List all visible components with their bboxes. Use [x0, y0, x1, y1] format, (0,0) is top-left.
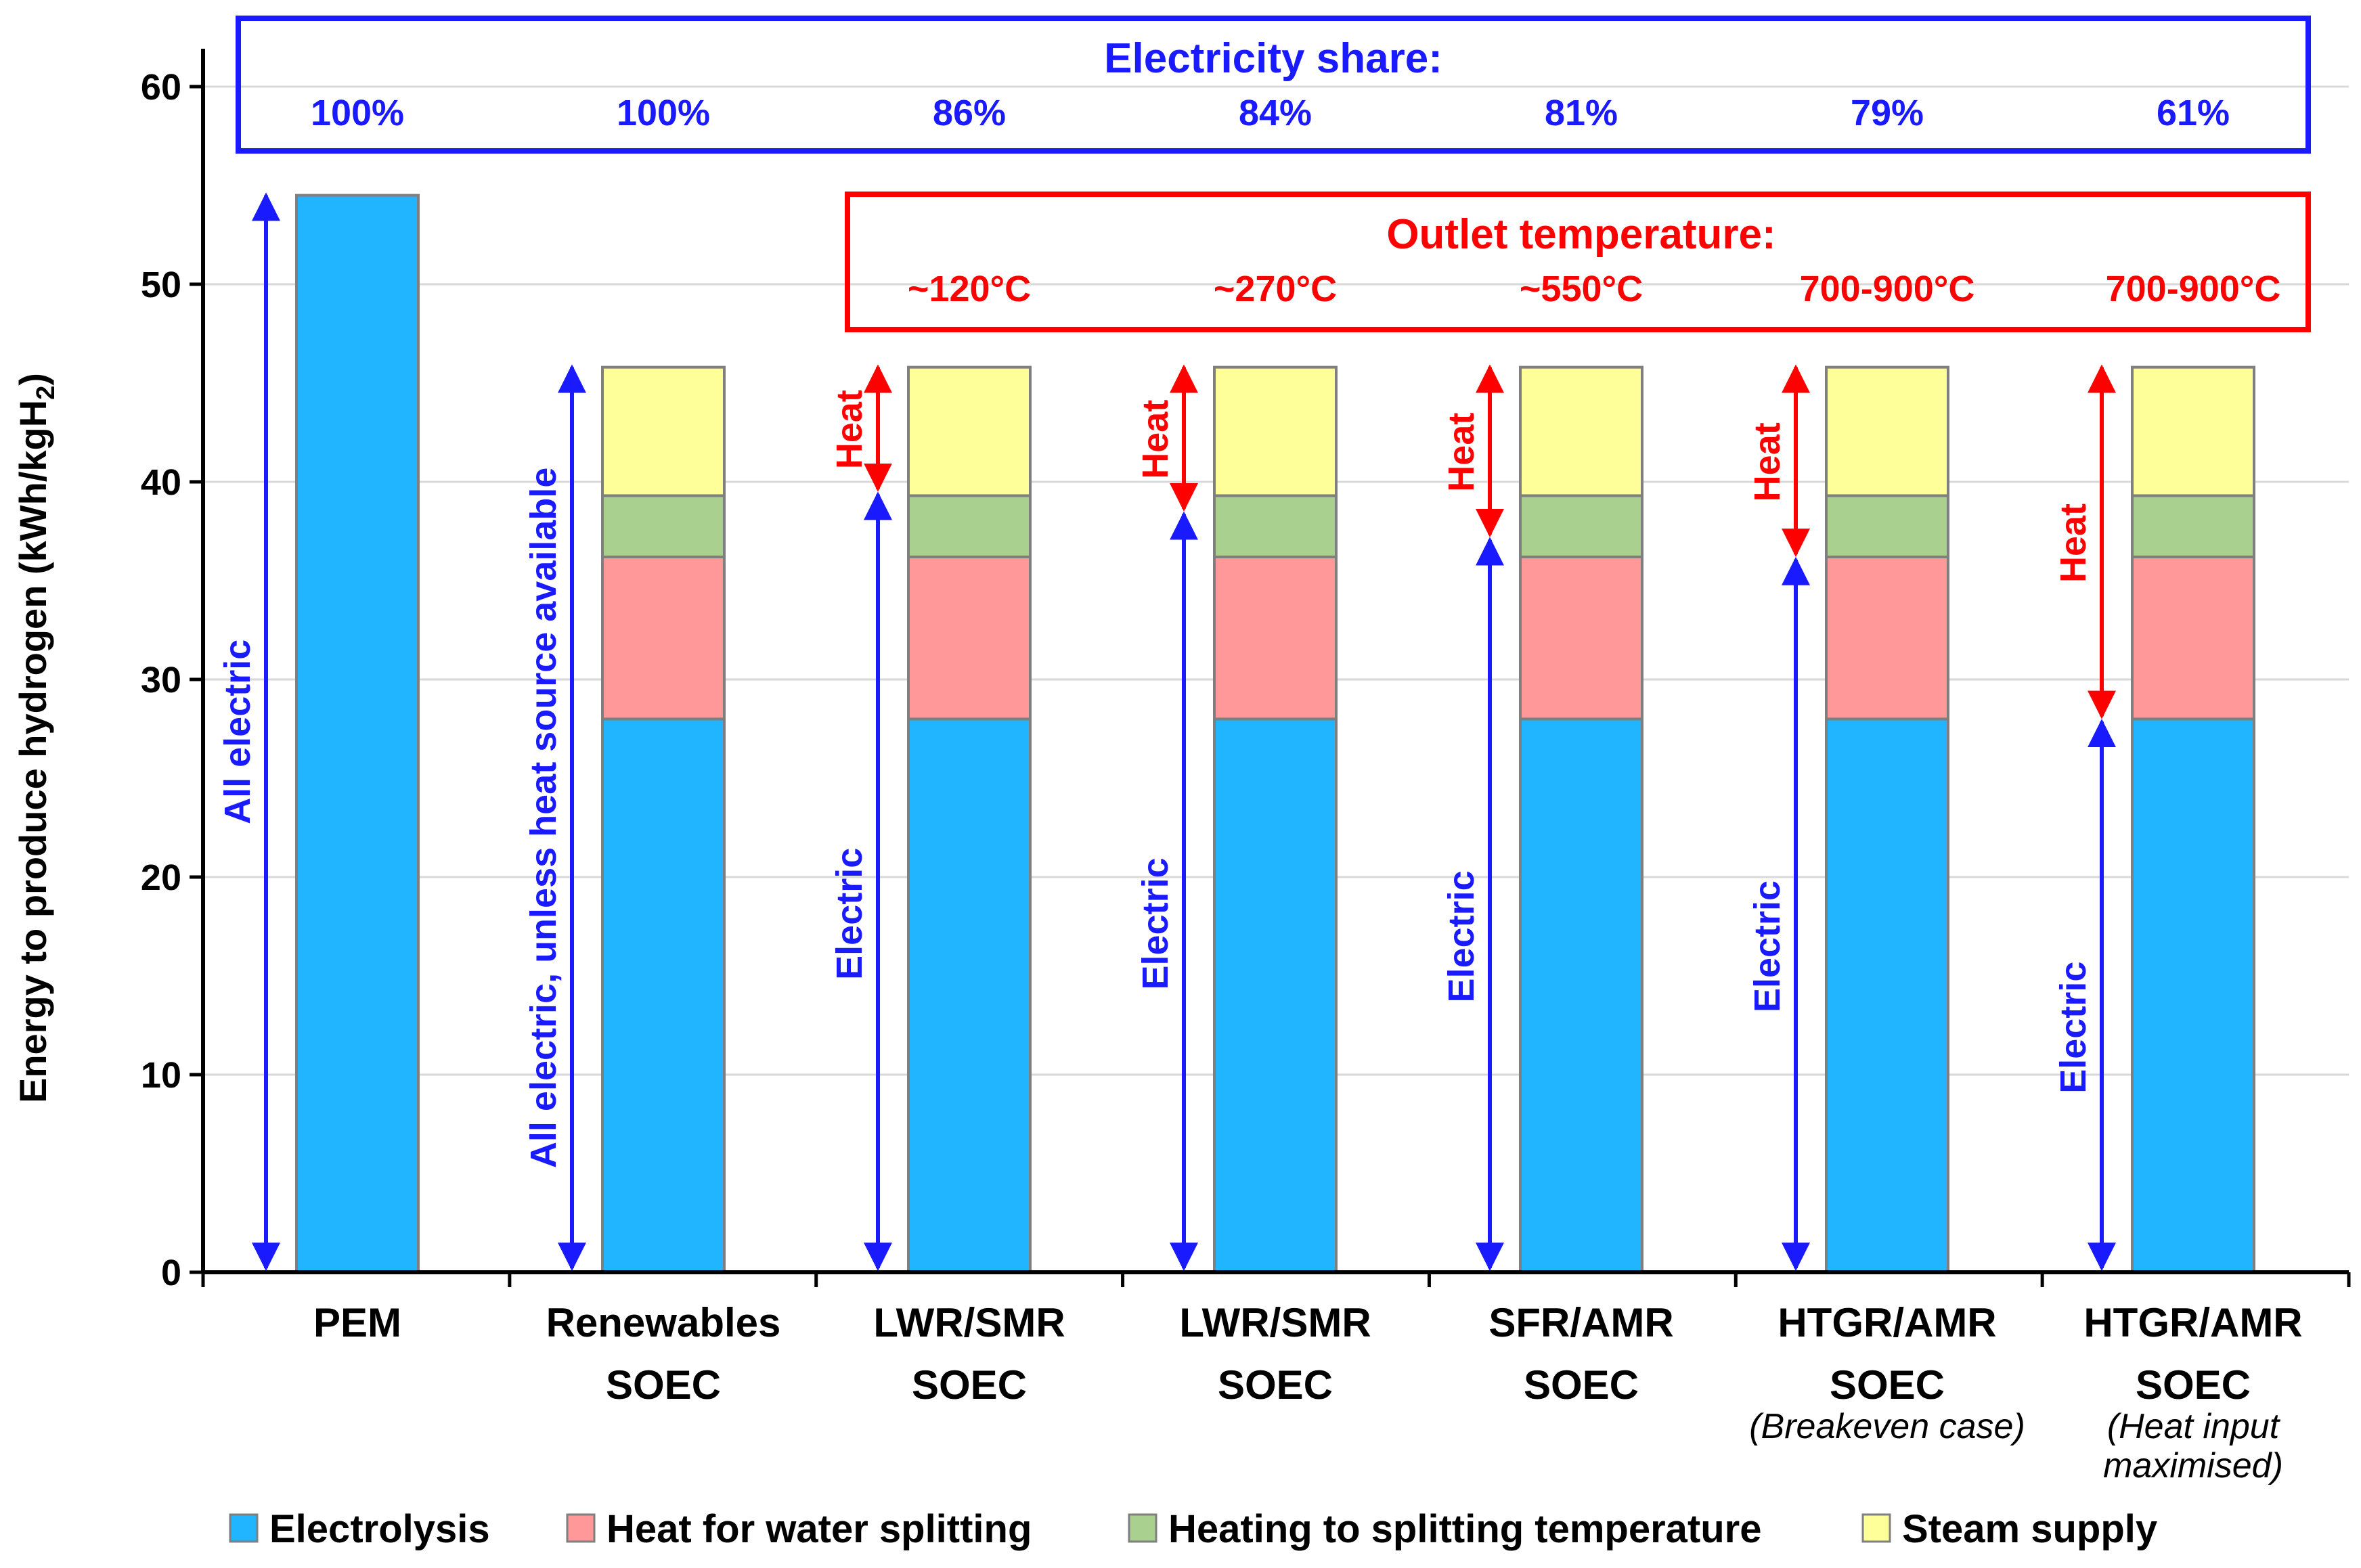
annotation-label-electric: Electric — [829, 848, 870, 980]
category-label: Renewables — [546, 1300, 781, 1345]
category-label-line2: SOEC — [912, 1362, 1027, 1408]
category-label: HTGR/AMR — [2083, 1300, 2302, 1345]
category-label: LWR/SMR — [1179, 1300, 1371, 1345]
bar-segment-electrolysis — [907, 717, 1032, 1274]
electricity-share-box — [236, 16, 2311, 154]
category-label-line2: SOEC — [1218, 1362, 1333, 1408]
electricity-share-value: 86% — [933, 93, 1006, 133]
bar-segment-heat-for-water-splitting — [601, 555, 726, 721]
electricity-share-value: 100% — [311, 93, 404, 133]
y-tick-label: 0 — [161, 1253, 181, 1293]
bar-segment-steam-supply — [1825, 365, 1949, 497]
category-label-line2: SOEC — [606, 1362, 721, 1408]
electricity-share-value: 81% — [1545, 93, 1618, 133]
category-label: LWR/SMR — [873, 1300, 1065, 1345]
electricity-share-value: 100% — [617, 93, 710, 133]
outlet-temperature-value: ~270°C — [1214, 269, 1337, 309]
bar-segment-heating-to-splitting-temperature — [1825, 494, 1949, 558]
bar-segment-steam-supply — [907, 365, 1032, 497]
bar-segment-heating-to-splitting-temperature — [1519, 494, 1643, 558]
axes — [201, 49, 2349, 1274]
y-tick-label: 40 — [141, 462, 181, 503]
category-note: (Heat input — [2107, 1407, 2281, 1446]
bar-segment-electrolysis — [295, 194, 420, 1274]
bar-segment-heating-to-splitting-temperature — [1213, 494, 1338, 558]
legend-label: Electrolysis — [269, 1507, 490, 1551]
bar-segment-electrolysis — [601, 717, 726, 1274]
legend-swatch — [566, 1513, 596, 1543]
bar-segment-heating-to-splitting-temperature — [601, 494, 726, 558]
bars — [295, 194, 2255, 1274]
category-label-line2: SOEC — [2136, 1362, 2251, 1408]
category-note: (Breakeven case) — [1749, 1407, 2025, 1446]
legend-label: Steam supply — [1902, 1507, 2157, 1551]
outlet-temperature-title: Outlet temperature: — [1386, 211, 1775, 258]
category-label: HTGR/AMR — [1778, 1300, 1996, 1345]
legend-swatch — [1128, 1513, 1157, 1543]
electricity-share-value: 84% — [1239, 93, 1312, 133]
electricity-share-title: Electricity share: — [1104, 35, 1442, 82]
annotation-label-heat: Heat — [1441, 413, 1482, 492]
legend-swatch — [229, 1513, 259, 1543]
annotation-label-heat: Heat — [1747, 422, 1788, 501]
bar-segment-heat-for-water-splitting — [1213, 555, 1338, 721]
bar-segment-heat-for-water-splitting — [907, 555, 1032, 721]
category-labels: PEM Renewables SOEC LWR/SMR SOEC LWR/SMR SOEC S… — [313, 1300, 2303, 1485]
bar-segment-heat-for-water-splitting — [2131, 555, 2255, 721]
category-label-line2: SOEC — [1830, 1362, 1945, 1408]
y-tick-label: 60 — [141, 67, 181, 108]
legend-swatch — [1861, 1513, 1891, 1543]
electricity-share-value: 61% — [2157, 93, 2230, 133]
category-label: PEM — [313, 1300, 401, 1345]
legend-label: Heat for water splitting — [606, 1507, 1032, 1551]
y-tick-label: 50 — [141, 265, 181, 305]
category-note-line2: maximised) — [2103, 1446, 2283, 1485]
outlet-temperature-values: ~120°C ~270°C ~550°C 700-900°C 700-900°C — [908, 269, 2281, 309]
category-label-line2: SOEC — [1524, 1362, 1639, 1408]
bar-segment-steam-supply — [601, 365, 726, 497]
bar-segment-electrolysis — [1213, 717, 1338, 1274]
bar-segment-electrolysis — [2131, 717, 2255, 1274]
bar-segment-steam-supply — [1213, 365, 1338, 497]
annotation-label-heat: Heat — [1135, 400, 1176, 479]
annotation-label-electric: Electric — [2053, 962, 2094, 1094]
outlet-temperature-value: ~120°C — [908, 269, 1031, 309]
annotation-label-electric: Electric — [1747, 880, 1788, 1012]
annotation-label: All electric, unless heat source availab… — [523, 468, 564, 1169]
electricity-share-values: 100% 100% 86% 84% 81% 79% 61% — [311, 93, 2230, 133]
bar-segment-heat-for-water-splitting — [1519, 555, 1643, 721]
annotation-label-heat: Heat — [2053, 503, 2094, 583]
bar-segment-electrolysis — [1519, 717, 1643, 1274]
y-ticks: 0 10 20 30 40 50 60 — [141, 67, 203, 1293]
category-label: SFR/AMR — [1488, 1300, 1673, 1345]
legend: Electrolysis Heat for water splitting Heat… — [229, 1507, 2157, 1551]
annotation-label-heat: Heat — [829, 390, 870, 469]
legend-label: Heating to splitting temperature — [1168, 1507, 1762, 1551]
annotation-arrows: All electric All electric, unless heat so… — [217, 192, 2116, 1272]
y-tick-label: 30 — [141, 660, 181, 700]
outlet-temperature-value: ~550°C — [1520, 269, 1643, 309]
bar-segment-heat-for-water-splitting — [1825, 555, 1949, 721]
annotation-label: All electric — [217, 640, 258, 824]
y-axis-label: Energy to produce hydrogen (kWh/kgH2) — [12, 373, 60, 1103]
bar-segment-heating-to-splitting-temperature — [907, 494, 1032, 558]
bar-segment-electrolysis — [1825, 717, 1949, 1274]
annotation-label-electric: Electric — [1441, 870, 1482, 1002]
y-tick-label: 20 — [141, 857, 181, 898]
annotation-label-electric: Electric — [1135, 857, 1176, 989]
bar-segment-heating-to-splitting-temperature — [2131, 494, 2255, 558]
x-ticks — [201, 1272, 2351, 1287]
outlet-temperature-value: 700-900°C — [2106, 269, 2281, 309]
bar-segment-steam-supply — [2131, 365, 2255, 497]
y-tick-label: 10 — [141, 1055, 181, 1096]
outlet-temperature-value: 700-900°C — [1800, 269, 1975, 309]
bar-segment-steam-supply — [1519, 365, 1643, 497]
electricity-share-value: 79% — [1851, 93, 1924, 133]
outlet-temperature-box — [845, 192, 2311, 332]
